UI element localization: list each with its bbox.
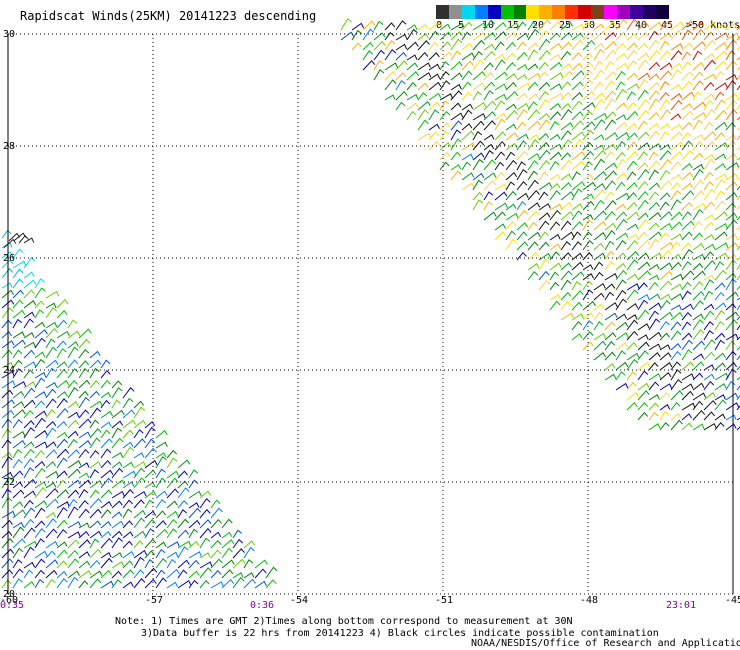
lat-lon-grid	[7, 33, 734, 595]
legend-swatch	[500, 5, 514, 19]
legend-color-bar	[436, 5, 736, 19]
legend-label: 10	[482, 20, 495, 31]
legend-swatch	[539, 5, 553, 19]
time-label-middle: 0:36	[250, 600, 275, 611]
legend-swatch	[603, 5, 617, 19]
latitude-tick-label: 28	[3, 141, 15, 152]
latitude-tick-label: 22	[3, 477, 15, 488]
time-label-left: 0:35	[0, 600, 25, 611]
latitude-tick-label: 30	[3, 29, 15, 40]
latitude-tick-label: 24	[3, 365, 15, 376]
latitude-tick-label: 26	[3, 253, 15, 264]
legend-label: 45	[661, 20, 674, 31]
legend-swatch	[526, 5, 540, 19]
longitude-tick-label: -51	[435, 595, 453, 606]
legend-swatch	[591, 5, 604, 19]
legend-swatch	[448, 5, 462, 19]
note-line-1: Note: 1) Times are GMT 2)Times along bot…	[115, 616, 573, 627]
legend-label: 30	[583, 20, 596, 31]
latitude-labels: 20 22 24 26 28 30	[3, 29, 15, 600]
legend-label: 20	[532, 20, 545, 31]
legend-swatch	[642, 5, 656, 19]
longitude-tick-label: -48	[580, 595, 598, 606]
longitude-tick-label: -45	[725, 595, 740, 606]
legend-label: 25	[559, 20, 572, 31]
map-title: Rapidscat Winds(25KM) 20141223 descendin…	[20, 9, 317, 23]
legend-swatch	[513, 5, 527, 19]
note-line-2: 3)Data buffer is 22 hrs from 20141223 4)…	[141, 628, 659, 639]
notes-block: Note: 1) Times are GMT 2)Times along bot…	[115, 616, 659, 640]
legend-swatch	[552, 5, 566, 19]
time-label-right: 23:01	[666, 600, 697, 611]
legend-label: >50 knots	[686, 20, 740, 31]
legend-swatch	[565, 5, 579, 19]
legend-swatch	[629, 5, 643, 19]
longitude-tick-label: -54	[290, 595, 308, 606]
legend-label: 40	[635, 20, 648, 31]
legend-swatch	[655, 5, 669, 19]
latitude-tick-label: 20	[3, 589, 15, 600]
legend-swatch	[487, 5, 501, 19]
legend-swatch	[616, 5, 630, 19]
legend-swatch	[436, 5, 449, 19]
longitude-tick-label: -60	[0, 595, 18, 606]
legend-swatch	[578, 5, 592, 19]
wind-speed-legend: 0 5 10 15 20 25 30 35 40 45 >50 knots	[436, 5, 740, 33]
longitude-tick-label: -57	[145, 595, 163, 606]
legend-swatch	[461, 5, 475, 19]
legend-swatch	[474, 5, 488, 19]
credit-line: NOAA/NESDIS/Office of Research and Appli…	[471, 638, 740, 649]
legend-label: 5	[458, 20, 465, 31]
wind-barbs-layer	[1, 18, 740, 589]
longitude-labels: -60 -57 -54 -51 -48 -45	[0, 595, 740, 606]
legend-label: 0	[436, 20, 443, 31]
